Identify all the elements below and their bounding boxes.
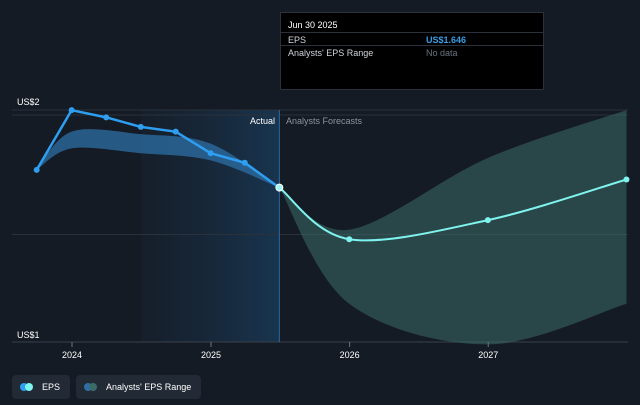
tooltip-range-value: No data bbox=[426, 48, 458, 58]
tooltip-date: Jun 30 2025 bbox=[288, 20, 338, 30]
eps-legend-icon bbox=[20, 383, 36, 391]
eps-point[interactable] bbox=[68, 107, 75, 114]
x-tick-label: 2026 bbox=[340, 350, 360, 360]
y-axis-label-top: US$2 bbox=[17, 97, 40, 107]
eps-forecast-line bbox=[278, 178, 627, 242]
tooltip-eps-value: US$1.646 bbox=[426, 35, 467, 45]
eps-forecast-point[interactable] bbox=[623, 176, 630, 183]
legend-eps-label: EPS bbox=[42, 382, 61, 392]
x-tick-label: 2027 bbox=[478, 350, 498, 360]
eps-point[interactable] bbox=[103, 114, 110, 121]
tooltip-row-eps: EPS US$1.646 bbox=[281, 32, 543, 47]
eps-forecast-point[interactable] bbox=[346, 236, 353, 243]
historical-range-band bbox=[36, 129, 280, 188]
eps-point[interactable] bbox=[137, 123, 144, 130]
y-axis-label-bottom: US$1 bbox=[17, 330, 40, 340]
forecast-section-label: Analysts Forecasts bbox=[286, 116, 363, 126]
eps-point[interactable] bbox=[207, 150, 214, 157]
tooltip-row-range: Analysts' EPS Range No data bbox=[281, 45, 543, 60]
x-tick-label: 2025 bbox=[201, 350, 221, 360]
eps-forecast-point[interactable] bbox=[484, 217, 491, 224]
eps-actual-line bbox=[35, 108, 281, 189]
x-tick-label: 2024 bbox=[62, 350, 82, 360]
legend-eps-toggle[interactable]: EPS bbox=[12, 375, 71, 399]
eps-point[interactable] bbox=[172, 128, 179, 135]
eps-point[interactable] bbox=[241, 159, 248, 166]
tooltip-eps-label: EPS bbox=[288, 35, 307, 45]
tooltip-range-label: Analysts' EPS Range bbox=[288, 48, 374, 58]
chart-legend: EPS Analysts' EPS Range bbox=[12, 375, 202, 399]
eps-point[interactable] bbox=[33, 166, 40, 173]
range-legend-icon bbox=[84, 383, 100, 391]
eps-point[interactable] bbox=[275, 183, 284, 192]
legend-range-toggle[interactable]: Analysts' EPS Range bbox=[76, 375, 202, 399]
legend-range-label: Analysts' EPS Range bbox=[106, 382, 192, 392]
actual-section-label: Actual bbox=[250, 116, 275, 126]
data-tooltip: Jun 30 2025 EPS US$1.646 Analysts' EPS R… bbox=[280, 12, 544, 90]
